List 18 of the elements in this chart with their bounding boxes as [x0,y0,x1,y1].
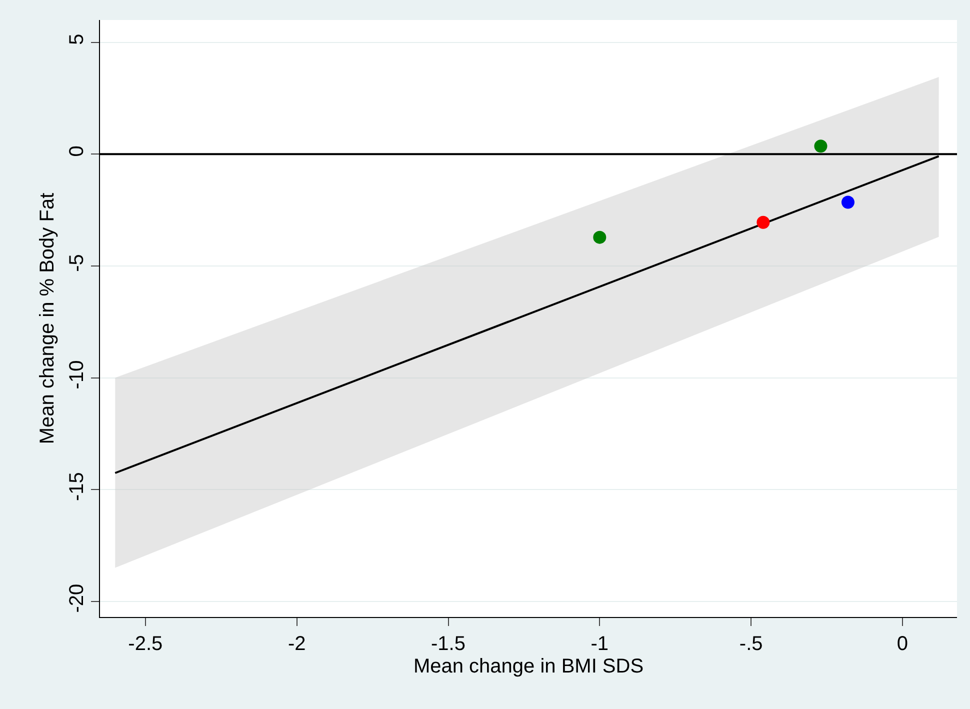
x-tick-label: -1.5 [431,633,466,655]
y-tick-label: -10 [66,360,88,390]
x-tick-label: -1 [590,633,609,655]
x-tick-label: -.5 [739,633,763,655]
x-tick-label: 0 [896,633,908,655]
point [814,140,828,153]
x-tick-label: -2.5 [128,633,163,655]
point [593,230,606,244]
x-tick-label: -2 [288,633,306,655]
y-tick-label: -5 [66,254,88,272]
y-tick-label: -20 [66,584,88,613]
point [841,196,854,209]
point [756,216,770,229]
y-axis-title: Mean change in % Body Fat [36,192,58,444]
y-tick-label: 0 [66,146,88,157]
y-tick-label: -15 [66,472,88,502]
x-axis-title: Mean change in BMI SDS [413,656,644,678]
y-tick-label: 5 [66,34,88,45]
